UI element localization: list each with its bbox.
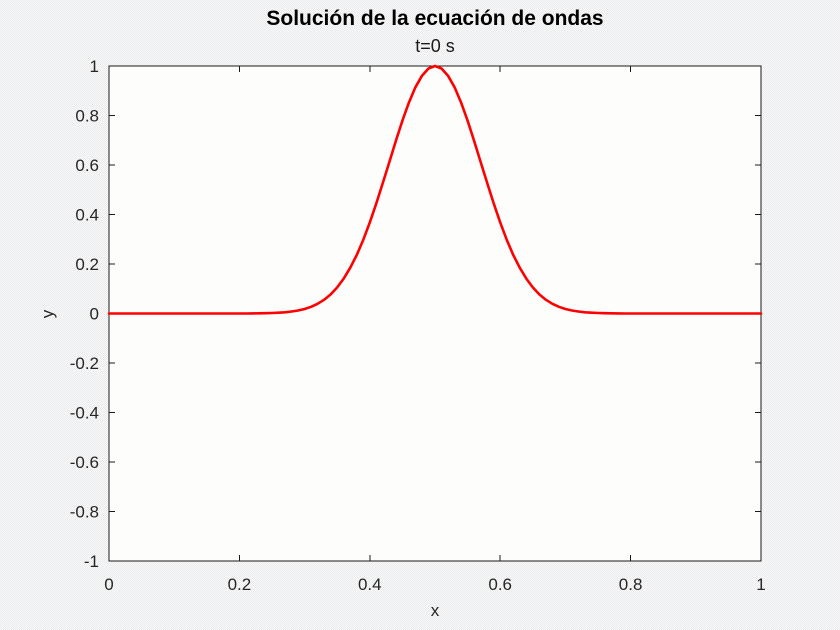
x-tick-label: 0 [104,575,113,594]
x-tick-label: 0.8 [619,575,643,594]
y-tick-label: -0.4 [70,404,99,423]
x-tick-label: 0.2 [228,575,252,594]
wave-curve [107,64,763,315]
x-tick-label: 1 [756,575,765,594]
y-tick-label: 0.8 [75,107,99,126]
y-tick-label: 0 [90,305,99,324]
plot-subtitle: t=0 s [415,36,455,56]
x-tick-label: 0.6 [488,575,512,594]
y-tick-label: -0.2 [70,354,99,373]
x-axis-label: x [430,601,440,620]
y-tick-label: 0.4 [75,206,99,225]
y-axis-label: y [38,309,57,319]
y-tick-label: -0.6 [70,453,99,472]
y-tick-label: 0.6 [75,156,99,175]
y-tick-label: 0.2 [75,255,99,274]
x-tick-label: 0.4 [358,575,382,594]
y-tick-label: 1 [90,57,99,76]
y-tick-label: -0.8 [70,503,99,522]
plot-title: Solución de la ecuación de ondas [266,7,604,30]
y-tick-label: -1 [84,552,99,571]
